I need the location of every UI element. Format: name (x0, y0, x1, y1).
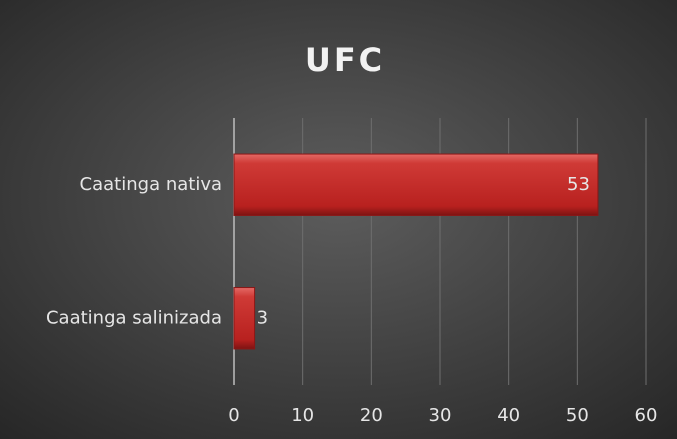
x-tick-label: 40 (497, 405, 520, 426)
x-tick-label: 0 (228, 405, 239, 426)
bar (233, 287, 256, 350)
chart-title: UFC (305, 41, 385, 79)
x-tick-label: 50 (566, 405, 589, 426)
data-label: 53 (567, 174, 590, 195)
x-tick-label: 60 (635, 405, 658, 426)
bar (233, 153, 599, 216)
data-label: 3 (257, 307, 268, 328)
y-tick-label: Caatinga nativa (80, 174, 222, 195)
x-tick-label: 30 (429, 405, 452, 426)
y-tick-label: Caatinga salinizada (46, 307, 222, 328)
x-tick-label: 10 (291, 405, 314, 426)
x-tick-label: 20 (360, 405, 383, 426)
